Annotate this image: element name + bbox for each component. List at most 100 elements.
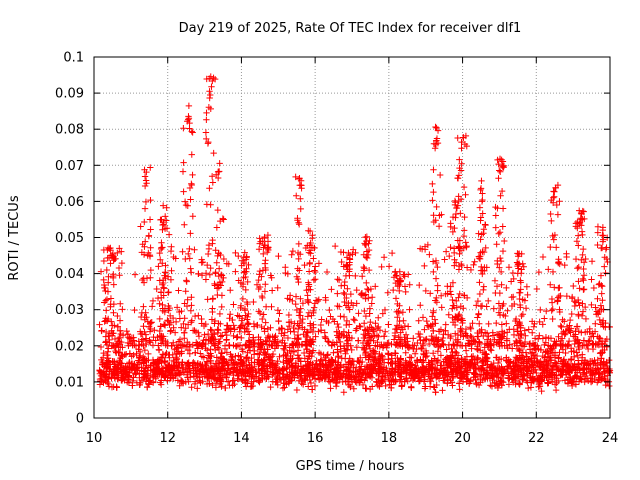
data-point: [496, 342, 503, 350]
data-point: [96, 321, 103, 328]
data-point: [282, 264, 289, 271]
data-point: [349, 357, 356, 365]
data-point: [477, 236, 484, 243]
data-point: [568, 293, 576, 301]
data-point: [395, 307, 402, 315]
data-point: [261, 288, 269, 295]
data-point: [485, 333, 492, 340]
data-point: [583, 375, 591, 382]
data-point: [435, 343, 442, 351]
data-point: [323, 352, 331, 359]
data-point: [580, 286, 588, 293]
data-point: [422, 287, 429, 295]
data-point: [292, 369, 299, 376]
data-point: [230, 322, 237, 329]
data-point: [125, 360, 133, 367]
data-point: [567, 325, 575, 332]
data-point: [232, 268, 239, 275]
data-point: [457, 317, 465, 324]
data-point: [217, 320, 224, 328]
data-point: [217, 282, 225, 289]
data-point: [115, 362, 122, 369]
data-point: [352, 272, 359, 280]
data-point: [505, 264, 513, 271]
data-point: [563, 323, 571, 330]
data-point: [430, 268, 437, 276]
data-point: [289, 340, 297, 347]
data-point: [593, 361, 601, 369]
data-point: [310, 321, 317, 328]
data-point: [312, 297, 320, 304]
data-point: [454, 331, 462, 339]
data-point: [343, 294, 350, 302]
data-point: [341, 298, 348, 306]
data-point: [312, 361, 319, 369]
data-point: [394, 300, 401, 308]
data-point: [184, 296, 191, 303]
data-point: [493, 241, 500, 248]
data-point: [124, 333, 132, 341]
data-point: [470, 261, 477, 269]
data-point: [162, 351, 169, 359]
data-point: [295, 377, 303, 384]
data-point: [212, 384, 220, 391]
data-point: [373, 325, 381, 332]
data-point: [601, 263, 608, 270]
data-point: [556, 306, 563, 313]
data-point: [130, 374, 137, 381]
data-point: [295, 336, 302, 343]
data-point: [215, 327, 222, 334]
data-point: [290, 348, 298, 355]
data-point: [542, 348, 550, 355]
data-point: [142, 198, 150, 206]
data-point: [590, 284, 598, 292]
data-point: [180, 125, 187, 132]
data-point: [267, 272, 274, 279]
data-point: [97, 369, 105, 376]
data-point: [278, 339, 286, 346]
data-point: [580, 245, 587, 253]
data-point: [550, 193, 558, 200]
data-point: [600, 236, 607, 243]
data-point: [235, 352, 242, 359]
data-point: [521, 356, 528, 363]
data-point: [529, 329, 536, 336]
data-point: [357, 354, 364, 361]
data-point: [215, 368, 222, 375]
data-point: [379, 310, 387, 317]
data-point: [215, 250, 222, 257]
data-point: [293, 306, 301, 314]
data-point: [457, 210, 464, 217]
data-point: [351, 317, 358, 324]
data-point: [207, 91, 214, 99]
data-point: [478, 263, 485, 271]
data-point: [431, 355, 438, 362]
data-point: [499, 163, 507, 171]
data-point: [365, 328, 373, 335]
data-point: [581, 378, 588, 386]
data-point: [572, 366, 579, 373]
data-point: [483, 264, 490, 271]
data-point: [333, 378, 341, 386]
data-point: [167, 276, 175, 283]
data-point: [268, 303, 275, 310]
data-point: [491, 277, 499, 284]
data-point: [216, 310, 224, 318]
data-point: [263, 341, 271, 348]
data-point: [226, 315, 233, 322]
data-point: [429, 350, 437, 357]
data-point: [512, 375, 519, 382]
data-point: [359, 369, 367, 377]
data-point: [574, 232, 582, 239]
y-tick-label: 0.04: [55, 267, 84, 282]
data-point: [458, 315, 466, 322]
data-point: [592, 366, 599, 374]
data-point: [537, 378, 545, 385]
data-point: [493, 380, 501, 388]
data-point: [260, 250, 267, 258]
data-point: [161, 225, 169, 232]
data-point: [214, 326, 221, 333]
data-point: [512, 315, 520, 323]
data-point: [595, 281, 603, 288]
data-point: [312, 276, 319, 283]
